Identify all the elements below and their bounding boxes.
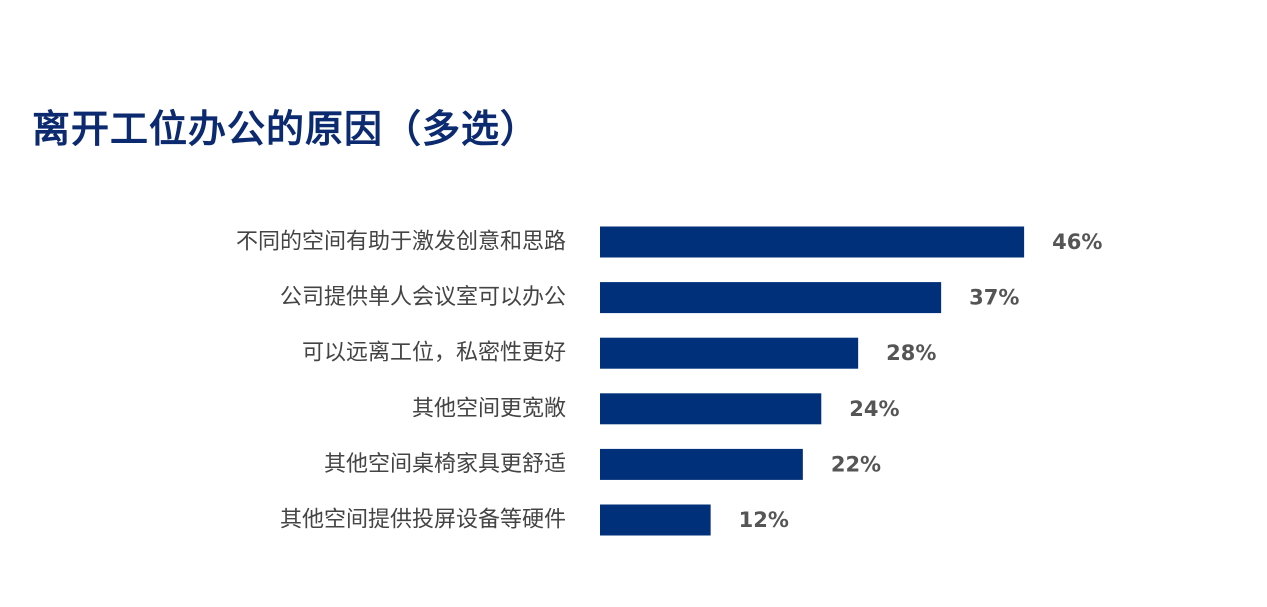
bar xyxy=(600,448,803,480)
category-label: 其他空间提供投屏设备等硬件 xyxy=(280,508,566,533)
value-label: 24% xyxy=(849,397,899,421)
value-label: 46% xyxy=(1052,230,1102,254)
value-label: 22% xyxy=(831,452,881,476)
category-label: 其他空间桌椅家具更舒适 xyxy=(324,452,566,477)
category-label: 不同的空间有助于激发创意和思路 xyxy=(236,230,566,255)
category-label: 其他空间更宽敞 xyxy=(412,396,566,421)
bar xyxy=(600,504,711,536)
category-label: 公司提供单人会议室可以办公 xyxy=(280,285,566,310)
bar xyxy=(600,282,942,314)
value-label: 28% xyxy=(886,341,936,365)
category-label: 可以远离工位，私密性更好 xyxy=(302,341,566,366)
chart-title: 离开工位办公的原因（多选） xyxy=(32,107,540,151)
bar xyxy=(600,393,822,425)
bar xyxy=(600,337,859,369)
bar xyxy=(600,226,1025,258)
value-label: 37% xyxy=(969,286,1019,310)
value-label: 12% xyxy=(739,508,789,532)
